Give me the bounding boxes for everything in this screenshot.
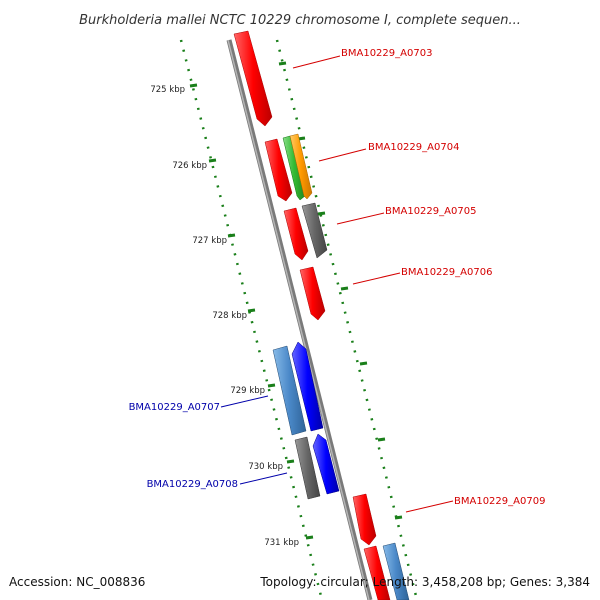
genome-summary-text: Topology: circular; Length: 3,458,208 bp… [259,575,590,589]
label-leaders [220,55,454,513]
inner-tick-ring [179,39,324,600]
accession-text: Accession: NC_008836 [9,575,145,589]
gene-feature-green[interactable] [282,135,306,201]
kbp-label: 731 kbp [264,538,299,548]
gene-bma10229-a0704[interactable] [289,133,313,200]
outer-tick-ring [275,39,419,600]
kbp-label: 728 kbp [212,311,247,321]
gene-label[interactable]: BMA10229_A0708 [147,479,238,490]
kbp-label: 727 kbp [192,236,227,246]
map-title: Burkholderia mallei NCTC 10229 chromosom… [79,13,521,28]
gene-bma10229-a0706[interactable] [299,266,326,321]
gene-label[interactable]: BMA10229_A0706 [401,267,492,278]
kbp-label: 729 kbp [230,386,265,396]
gene-label[interactable]: BMA10229_A0707 [129,402,220,413]
kbp-scale: 725 kbp 726 kbp 727 kbp 728 kbp 729 kbp … [150,85,299,548]
gene-bma10229-a0705[interactable] [301,202,328,259]
gene-label[interactable]: BMA10229_A0703 [341,48,432,59]
gene-label[interactable]: BMA10229_A0705 [385,206,476,217]
gene-feature-blue[interactable] [312,433,340,495]
kbp-label: 726 kbp [172,161,207,171]
chromosome-backbone-highlight [227,39,370,600]
kbp-label: 725 kbp [150,85,185,95]
gene-label[interactable]: BMA10229_A0704 [368,142,459,153]
gene-bma10229-a0707[interactable] [272,345,307,436]
gene-feature-steelblue[interactable] [382,542,410,600]
gene-bma10229-a0703[interactable] [233,30,273,127]
gene-bma10229-a0708[interactable] [294,436,321,500]
gene-labels: BMA10229_A0703 BMA10229_A0704 BMA10229_A… [129,48,546,507]
gene-feature-red[interactable] [363,545,391,600]
gene-feature-red[interactable] [283,207,309,261]
inner-major-ticks [189,83,314,540]
gene-features [233,30,410,600]
gene-feature-blue[interactable] [291,341,324,432]
gene-bma10229-a0709[interactable] [352,493,377,546]
gene-label[interactable]: BMA10229_A0709 [454,496,545,507]
gene-feature-red[interactable] [264,138,293,202]
outer-major-ticks [278,61,403,520]
chromosome-backbone [226,39,373,600]
kbp-label: 730 kbp [248,462,283,472]
